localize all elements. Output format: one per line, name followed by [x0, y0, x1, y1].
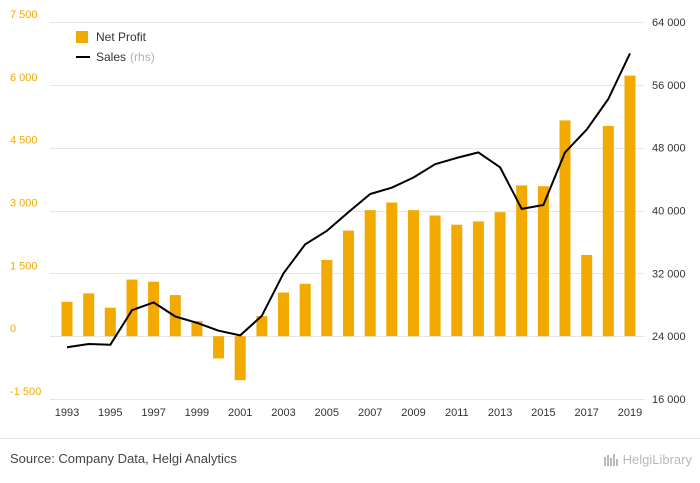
x-tick-label: 2007 — [358, 407, 382, 419]
left-tick-label: 0 — [10, 323, 16, 335]
net-profit-bar[interactable] — [278, 292, 289, 337]
net-profit-bar[interactable] — [213, 336, 225, 359]
net-profit-bar[interactable] — [234, 336, 246, 381]
x-tick-label: 2003 — [271, 407, 295, 419]
right-tick-label: 48 000 — [652, 143, 686, 155]
right-tick-label: 40 000 — [652, 206, 686, 218]
net-profit-bar[interactable] — [602, 125, 614, 337]
net-profit-bar[interactable] — [386, 202, 398, 337]
right-axis-ticks: 16 000 24 000 32 000 40 000 48 000 56 000 64 0… — [652, 17, 686, 406]
left-tick-label: 4 500 — [10, 135, 38, 147]
left-tick-label: 6 000 — [10, 72, 38, 84]
net-profit-bar[interactable] — [494, 212, 506, 337]
x-tick-label: 2015 — [531, 407, 555, 419]
brand-logo[interactable]: HelgiLibrary — [603, 452, 692, 467]
net-profit-bar[interactable] — [104, 307, 116, 337]
left-tick-label: -1 500 — [10, 386, 41, 398]
net-profit-bar[interactable] — [364, 210, 376, 337]
x-tick-label: 2019 — [618, 407, 642, 419]
net-profit-bar[interactable] — [624, 75, 636, 337]
net-profit-bar[interactable] — [559, 120, 571, 337]
net-profit-bar[interactable] — [537, 186, 549, 337]
x-axis-ticks: 1993 1995 1997 1999 2001 2003 2005 2007 2009 2011… — [55, 407, 642, 419]
right-tick-label: 16 000 — [652, 394, 686, 406]
net-profit-bar[interactable] — [472, 221, 484, 337]
net-profit-bar[interactable] — [148, 281, 160, 337]
left-tick-label: 7 500 — [10, 9, 38, 21]
net-profit-bar[interactable] — [256, 316, 268, 337]
chart-canvas: -1 500 0 1 500 3 000 4 500 6 000 7 500 16 000 2… — [10, 9, 686, 419]
net-profit-bar[interactable] — [191, 321, 203, 337]
net-profit-bar[interactable] — [516, 185, 528, 337]
right-tick-label: 32 000 — [652, 268, 686, 280]
net-profit-bar[interactable] — [126, 279, 138, 337]
source-note: Source: Company Data, Helgi Analytics — [10, 451, 237, 466]
sales-line-layer — [66, 52, 631, 349]
net-profit-bar[interactable] — [581, 254, 593, 337]
grid-lines — [50, 22, 645, 400]
legend-item-sales[interactable]: Sales (rhs) — [76, 47, 155, 67]
net-profit-bar[interactable] — [408, 210, 419, 337]
x-tick-label: 2013 — [488, 407, 512, 419]
x-tick-label: 2005 — [315, 407, 339, 419]
right-tick-label: 56 000 — [652, 80, 686, 92]
sales-swatch — [76, 56, 90, 58]
net-profit-bar[interactable] — [343, 230, 354, 337]
x-tick-label: 2011 — [445, 407, 469, 419]
legend-label-net-profit: Net Profit — [96, 30, 147, 44]
footer-divider — [0, 438, 700, 439]
net-profit-swatch — [76, 31, 88, 43]
net-profit-bar[interactable] — [321, 259, 333, 337]
library-icon — [603, 453, 618, 466]
net-profit-bar[interactable] — [61, 301, 73, 337]
brand-name: HelgiLibrary — [622, 452, 692, 467]
net-profit-bar[interactable] — [83, 293, 95, 337]
legend-label-sales: Sales — [96, 50, 127, 64]
left-tick-label: 1 500 — [10, 260, 38, 272]
net-profit-bar[interactable] — [451, 224, 463, 337]
x-tick-label: 2001 — [228, 407, 252, 419]
x-tick-label: 1999 — [185, 407, 209, 419]
x-tick-label: 1997 — [141, 407, 165, 419]
left-axis-ticks: -1 500 0 1 500 3 000 4 500 6 000 7 500 — [10, 9, 41, 398]
chart-legend[interactable]: Net Profit Sales (rhs) — [76, 27, 155, 67]
x-tick-label: 2009 — [401, 407, 425, 419]
right-tick-label: 64 000 — [652, 17, 686, 29]
x-tick-label: 1993 — [55, 407, 79, 419]
right-tick-label: 24 000 — [652, 331, 686, 343]
sales-line[interactable] — [66, 52, 631, 349]
net-profit-bars — [61, 75, 636, 381]
net-profit-bar[interactable] — [299, 283, 311, 337]
legend-item-net-profit[interactable]: Net Profit — [76, 27, 155, 47]
left-tick-label: 3 000 — [10, 198, 38, 210]
x-tick-label: 1995 — [98, 407, 122, 419]
legend-label-sales-suffix: (rhs) — [130, 50, 155, 64]
x-tick-label: 2017 — [574, 407, 598, 419]
net-profit-bar[interactable] — [429, 215, 441, 337]
